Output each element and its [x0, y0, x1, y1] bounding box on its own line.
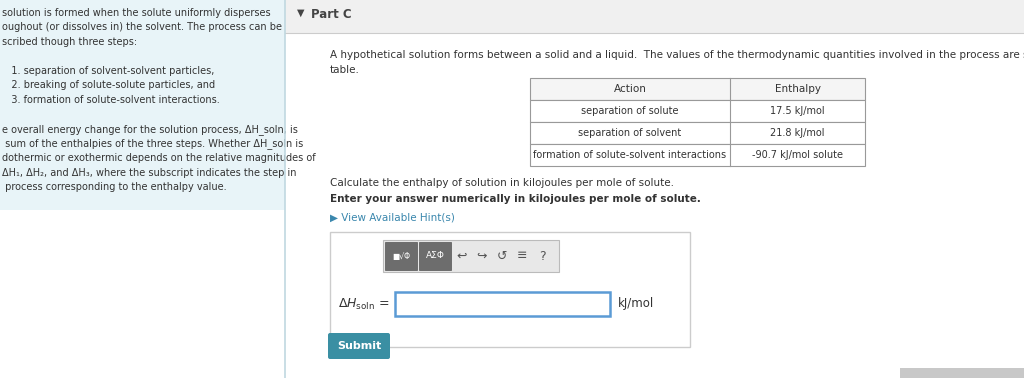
Text: ?: ?: [539, 249, 546, 262]
Text: ≡: ≡: [517, 249, 527, 262]
Bar: [383, 240, 559, 272]
Bar: [285, 0, 1024, 378]
Text: separation of solute: separation of solute: [582, 106, 679, 116]
Text: Action: Action: [613, 84, 646, 94]
Bar: [900, 368, 1024, 378]
Bar: [0, 0, 285, 210]
Text: -90.7 kJ/mol solute: -90.7 kJ/mol solute: [752, 150, 843, 160]
Text: e overall energy change for the solution process, ΔH_soln, is: e overall energy change for the solution…: [2, 124, 298, 135]
Text: ↪: ↪: [477, 249, 487, 262]
Text: ↩: ↩: [457, 249, 467, 262]
Text: 3. formation of solute-solvent interactions.: 3. formation of solute-solvent interacti…: [2, 95, 220, 105]
Text: solution is formed when the solute uniformly disperses: solution is formed when the solute unifo…: [2, 8, 270, 18]
Text: Part C: Part C: [311, 8, 351, 21]
Text: ▼: ▼: [297, 8, 304, 18]
Text: kJ/mol: kJ/mol: [618, 297, 654, 310]
Text: ΔH₁, ΔH₂, and ΔH₃, where the subscript indicates the step in: ΔH₁, ΔH₂, and ΔH₃, where the subscript i…: [2, 167, 297, 178]
Bar: [530, 78, 865, 100]
Text: scribed though three steps:: scribed though three steps:: [2, 37, 137, 47]
Text: ΑΣΦ: ΑΣΦ: [426, 251, 444, 260]
Bar: [285, 0, 1024, 33]
Text: Enter your answer numerically in kilojoules per mole of solute.: Enter your answer numerically in kilojou…: [330, 194, 700, 204]
Text: ▶ View Available Hint(s): ▶ View Available Hint(s): [330, 213, 455, 223]
Text: Submit: Submit: [337, 341, 381, 351]
Bar: [419, 242, 451, 270]
Text: Enthalpy: Enthalpy: [774, 84, 820, 94]
Text: 17.5 kJ/mol: 17.5 kJ/mol: [770, 106, 824, 116]
Bar: [530, 144, 865, 166]
Text: Calculate the enthalpy of solution in kilojoules per mole of solute.: Calculate the enthalpy of solution in ki…: [330, 178, 674, 188]
Text: 2. breaking of solute-solute particles, and: 2. breaking of solute-solute particles, …: [2, 81, 215, 90]
Text: separation of solvent: separation of solvent: [579, 128, 682, 138]
Text: dothermic or exothermic depends on the relative magnitudes of: dothermic or exothermic depends on the r…: [2, 153, 315, 163]
Bar: [530, 100, 865, 122]
Text: sum of the enthalpies of the three steps. Whether ΔH_soln is: sum of the enthalpies of the three steps…: [2, 138, 303, 149]
FancyBboxPatch shape: [330, 232, 690, 347]
Text: 1. separation of solvent-solvent particles,: 1. separation of solvent-solvent particl…: [2, 66, 214, 76]
Text: formation of solute-solvent interactions: formation of solute-solvent interactions: [534, 150, 727, 160]
Bar: [385, 242, 417, 270]
FancyBboxPatch shape: [395, 292, 610, 316]
FancyBboxPatch shape: [328, 333, 390, 359]
Text: table.: table.: [330, 65, 359, 75]
Text: ↺: ↺: [497, 249, 507, 262]
Text: $\Delta H_{\rm soln}$ =: $\Delta H_{\rm soln}$ =: [338, 296, 389, 311]
Text: oughout (or dissolves in) the solvent. The process can be: oughout (or dissolves in) the solvent. T…: [2, 23, 282, 33]
Bar: [530, 122, 865, 144]
Text: process corresponding to the enthalpy value.: process corresponding to the enthalpy va…: [2, 182, 226, 192]
Text: ■√Φ: ■√Φ: [392, 251, 410, 260]
Text: A hypothetical solution forms between a solid and a liquid.  The values of the t: A hypothetical solution forms between a …: [330, 50, 1024, 60]
Text: 21.8 kJ/mol: 21.8 kJ/mol: [770, 128, 824, 138]
